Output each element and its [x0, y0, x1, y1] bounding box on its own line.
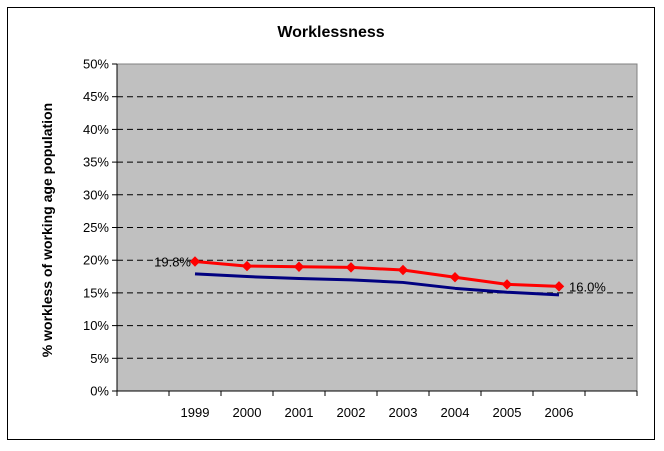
plot-area: 0% 5% 10% 15% 20% 25% 30% 35% 40% 45% 50% 1999 2000 2… [83, 57, 638, 420]
y-tick-label: 40% [83, 122, 109, 137]
x-tick-label: 2006 [545, 405, 574, 420]
x-tick-label: 2001 [285, 405, 314, 420]
series-line-1 [194, 260, 560, 288]
x-tick-label: 2002 [337, 405, 366, 420]
data-label: 19.8% [154, 255, 191, 270]
y-tick-label: 35% [83, 155, 109, 170]
y-tick-label: 20% [83, 253, 109, 268]
y-tick-label: 50% [83, 57, 109, 72]
data-point [345, 262, 357, 273]
series-line-2 [194, 272, 560, 297]
y-tick-label: 15% [83, 285, 109, 300]
y-tick-label: 30% [83, 187, 109, 202]
data-point [449, 271, 461, 283]
data-label: 16.0% [569, 279, 606, 294]
x-tick-label: 2005 [493, 405, 522, 420]
y-tick-label: 5% [90, 351, 109, 366]
data-point [397, 264, 409, 276]
y-tick-label: 25% [83, 220, 109, 235]
chart-title: Worklessness [277, 24, 384, 41]
data-point [553, 281, 565, 292]
data-point [189, 256, 201, 267]
x-tick-label: 2000 [233, 405, 262, 420]
data-point [293, 261, 305, 272]
y-tick-label: 45% [83, 89, 109, 104]
y-tick-label: 0% [90, 384, 109, 399]
y-axis-label: % workless of working age population [39, 103, 55, 357]
y-tick-label: 10% [83, 318, 109, 333]
x-tick-label: 2003 [389, 405, 418, 420]
x-tick-label: 1999 [181, 405, 210, 420]
data-point [241, 260, 253, 272]
data-point [501, 279, 513, 290]
x-tick-label: 2004 [441, 405, 470, 420]
